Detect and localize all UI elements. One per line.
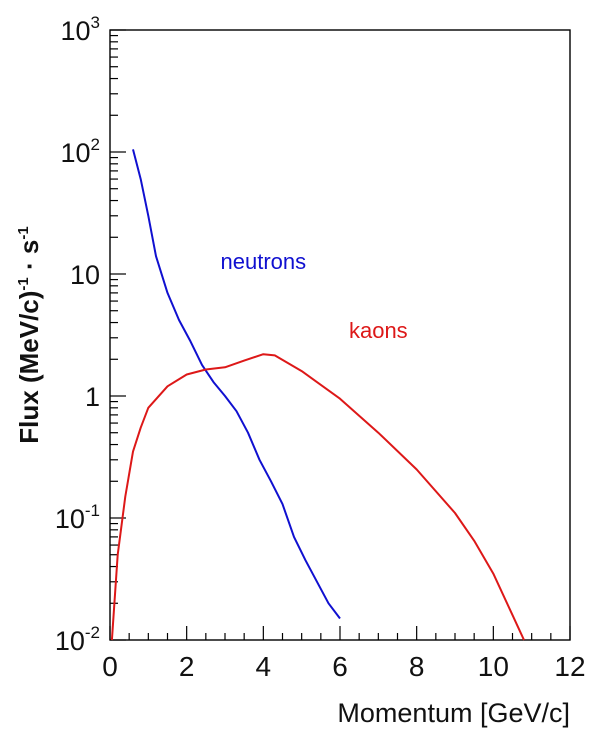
y-axis-label-sup2: -1 [15,226,32,239]
y-axis-label-sup1: -1 [15,277,32,290]
y-tick-base: 1 [85,382,100,412]
x-tick-label: 2 [179,651,195,682]
x-tick-label: 0 [102,651,118,682]
y-tick-label: 10-2 [55,623,100,656]
x-axis-label: Momentum [GeV/c] [337,698,570,728]
y-tick-exponent: -2 [85,623,100,642]
y-tick-label: 10 [70,260,100,290]
series-line-kaons [110,353,525,641]
x-tick-label: 8 [409,651,425,682]
x-tick-label: 12 [554,651,585,682]
y-tick-base: 10 [60,16,90,46]
series-label-neutrons: neutrons [221,249,307,274]
y-axis-label: Flux (MeV/c)-1 · s-1 [14,226,44,443]
annotation-layer: neutrons kaons [221,249,408,343]
x-tick-label: 6 [332,651,348,682]
y-tick-base: 10 [70,260,100,290]
y-axis-label-mid: · s [14,240,44,278]
y-tick-exponent: 3 [91,13,100,32]
x-tick-label: 10 [478,651,509,682]
y-tick-base: 10 [55,504,85,534]
x-axis-ticks: 0 2 4 6 8 10 12 [102,626,586,682]
series-label-kaons: kaons [349,318,408,343]
y-tick-base: 10 [60,138,90,168]
y-tick-label: 102 [60,135,100,168]
y-axis-label-main: Flux (MeV/c) [14,291,44,444]
series-layer [110,149,525,641]
y-tick-label: 10-1 [55,501,100,534]
y-tick-label: 103 [60,13,100,46]
y-tick-exponent: -1 [85,501,100,520]
series-line-neutrons [132,149,341,620]
x-tick-label: 4 [256,651,272,682]
plot-frame [109,29,571,641]
y-tick-exponent: 2 [91,135,100,154]
y-tick-base: 10 [55,626,85,656]
y-tick-label: 1 [85,382,100,412]
